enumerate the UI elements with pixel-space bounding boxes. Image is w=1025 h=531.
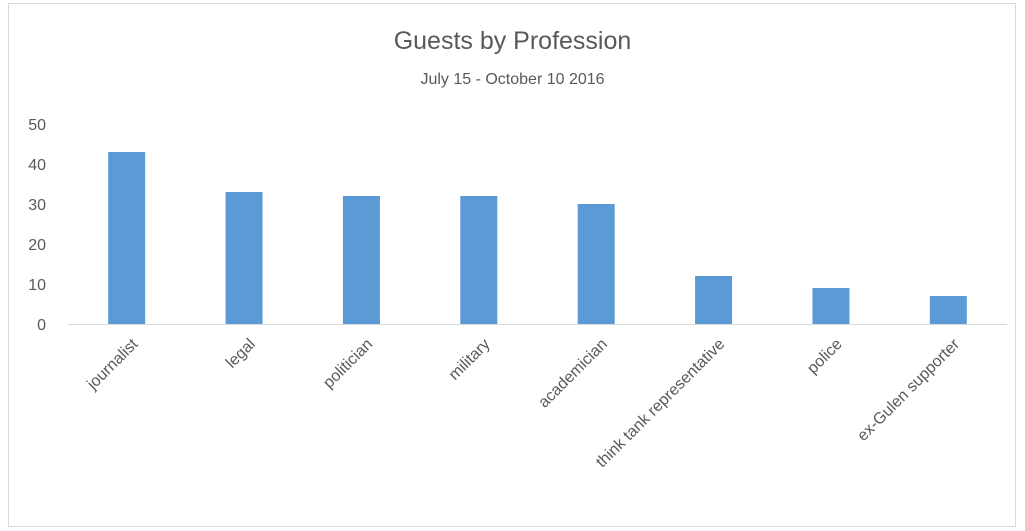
bar-think-tank-representative bbox=[695, 276, 733, 324]
bar-academician bbox=[577, 204, 615, 324]
chart-subtitle: July 15 - October 10 2016 bbox=[420, 71, 605, 88]
bar-police bbox=[812, 288, 850, 324]
x-tick-label: journalist bbox=[84, 335, 142, 393]
x-tick-label: police bbox=[804, 336, 846, 378]
y-tick-label: 10 bbox=[28, 277, 46, 294]
y-tick-label: 30 bbox=[28, 197, 46, 214]
x-tick-label: academician bbox=[535, 336, 611, 412]
x-tick-label: ex-Gulen supporter bbox=[854, 335, 963, 444]
bar-legal bbox=[225, 192, 263, 324]
bar-journalist bbox=[108, 152, 146, 324]
x-tick-label: military bbox=[446, 336, 494, 384]
bars bbox=[108, 152, 967, 324]
bar-military bbox=[460, 196, 498, 324]
y-tick-label: 20 bbox=[28, 237, 46, 254]
bar-politician bbox=[342, 196, 380, 324]
chart-frame bbox=[8, 3, 1016, 527]
y-tick-label: 40 bbox=[28, 157, 46, 174]
x-tick-label: think tank representative bbox=[593, 336, 728, 471]
y-axis-ticks: 0 10 20 30 40 50 bbox=[28, 117, 46, 334]
x-axis-labels: journalist legal politician military academi… bbox=[84, 335, 964, 471]
chart-title: Guests by Profession bbox=[393, 27, 632, 55]
bar-ex-gulen-supporter bbox=[929, 296, 967, 324]
x-tick-label: politician bbox=[320, 336, 376, 392]
x-tick-label: legal bbox=[223, 336, 259, 372]
y-tick-label: 50 bbox=[28, 117, 46, 134]
y-tick-label: 0 bbox=[37, 317, 46, 334]
